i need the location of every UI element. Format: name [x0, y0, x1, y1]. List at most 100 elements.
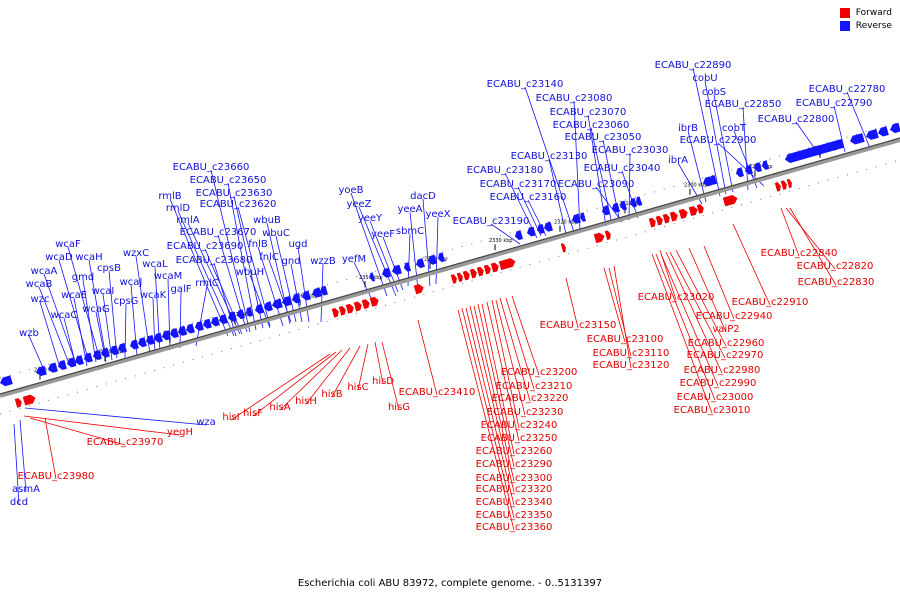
forward-gene-arrow[interactable] — [369, 296, 380, 307]
forward-gene-arrow[interactable] — [593, 232, 606, 244]
gene-label[interactable]: ECABU_c22980 — [684, 365, 761, 376]
gene-label[interactable]: wcaB — [26, 279, 53, 290]
gene-label[interactable]: ECABU_c23020 — [638, 292, 715, 303]
gene-label[interactable]: wcaG — [82, 304, 110, 315]
gene-label[interactable]: ECABU_c22820 — [797, 261, 874, 272]
gene-label[interactable]: ugd — [288, 239, 307, 250]
forward-gene-arrow[interactable] — [696, 203, 705, 214]
gene-label[interactable]: cpsB — [97, 263, 121, 274]
forward-gene-arrow[interactable] — [450, 274, 458, 284]
reverse-gene-arrow[interactable] — [0, 375, 13, 387]
forward-gene-arrow[interactable] — [688, 205, 699, 217]
gene-label[interactable]: yeeZ — [346, 199, 371, 210]
gene-label[interactable]: wza — [196, 417, 216, 428]
reverse-gene-arrow[interactable] — [619, 200, 628, 211]
forward-gene-arrow[interactable] — [780, 180, 788, 190]
gene-label[interactable]: fnlC — [259, 252, 279, 263]
gene-label[interactable]: ECABU_c22990 — [680, 378, 757, 389]
gene-label[interactable]: ECABU_c23210 — [496, 381, 573, 392]
reverse-gene-arrow[interactable] — [319, 285, 328, 297]
reverse-gene-arrow[interactable] — [153, 332, 163, 344]
gene-label[interactable]: yeeA — [397, 204, 422, 215]
reverse-gene-arrow[interactable] — [735, 167, 744, 178]
reverse-gene-arrow[interactable] — [629, 197, 638, 208]
gene-label[interactable]: ECABU_c23300 — [476, 473, 553, 484]
forward-gene-arrow[interactable] — [560, 243, 567, 253]
gene-label[interactable]: ECABU_c23010 — [674, 405, 751, 416]
gene-label[interactable]: ECABU_c23190 — [453, 216, 530, 227]
reverse-gene-arrow[interactable] — [702, 176, 713, 187]
gene-label[interactable]: wzzB — [310, 256, 336, 267]
reverse-gene-arrow[interactable] — [391, 264, 402, 276]
gene-label[interactable]: rmlB — [158, 191, 181, 202]
forward-gene-arrow[interactable] — [604, 230, 612, 240]
reverse-gene-arrow[interactable] — [784, 138, 844, 164]
gene-label[interactable]: wzc — [31, 294, 50, 305]
reverse-gene-arrow[interactable] — [415, 258, 425, 269]
reverse-gene-arrow[interactable] — [117, 342, 127, 354]
gene-label[interactable]: ECABU_c23230 — [487, 407, 564, 418]
reverse-gene-arrow[interactable] — [218, 314, 228, 325]
reverse-gene-arrow[interactable] — [369, 272, 376, 282]
reverse-gene-arrow[interactable] — [865, 129, 879, 141]
gene-label[interactable]: ECABU_c22800 — [758, 114, 835, 125]
forward-gene-arrow[interactable] — [353, 301, 363, 312]
reverse-gene-arrow[interactable] — [100, 347, 110, 359]
reverse-gene-arrow[interactable] — [601, 205, 610, 217]
gene-label[interactable]: yeeX — [425, 209, 450, 220]
forward-gene-arrow[interactable] — [469, 268, 478, 279]
reverse-gene-arrow[interactable] — [210, 316, 220, 327]
gene-label[interactable]: yeeY — [358, 213, 383, 224]
reverse-gene-arrow[interactable] — [137, 337, 147, 348]
forward-gene-arrow[interactable] — [648, 217, 657, 228]
gene-label[interactable]: yegH — [167, 427, 193, 438]
gene-label[interactable]: ECABU_c23160 — [490, 192, 567, 203]
reverse-gene-arrow[interactable] — [145, 334, 155, 346]
gene-label[interactable]: dcd — [10, 497, 28, 508]
gene-label[interactable]: ECABU_c23970 — [87, 437, 164, 448]
reverse-gene-arrow[interactable] — [877, 126, 889, 137]
reverse-gene-arrow[interactable] — [753, 162, 762, 173]
gene-label[interactable]: ECABU_c23350 — [476, 510, 553, 521]
forward-gene-arrow[interactable] — [456, 272, 464, 283]
gene-label[interactable]: cpsG — [114, 296, 139, 307]
forward-gene-arrow[interactable] — [331, 307, 340, 318]
forward-gene-arrow[interactable] — [361, 299, 371, 310]
forward-gene-arrow[interactable] — [722, 194, 739, 207]
gene-label[interactable]: dacD — [410, 191, 436, 202]
gene-label[interactable]: hisB — [321, 389, 342, 400]
reverse-gene-arrow[interactable] — [709, 175, 718, 185]
gene-label[interactable]: ECABU_c22780 — [809, 84, 886, 95]
gene-label[interactable]: gmd — [72, 272, 94, 283]
forward-gene-arrow[interactable] — [669, 211, 679, 222]
gene-label[interactable]: ECABU_c23660 — [173, 162, 250, 173]
reverse-gene-arrow[interactable] — [761, 160, 770, 170]
reverse-gene-arrow[interactable] — [47, 362, 58, 374]
gene-label[interactable]: wbuC — [262, 228, 290, 239]
gene-label[interactable]: ECABU_c23220 — [492, 393, 569, 404]
gene-label[interactable]: ECABU_c22830 — [798, 277, 875, 288]
gene-label[interactable]: ECABU_c23670 — [180, 227, 257, 238]
reverse-gene-arrow[interactable] — [202, 318, 212, 330]
gene-label[interactable]: hisI — [222, 412, 239, 423]
gene-label[interactable]: hisH — [295, 396, 317, 407]
gene-label[interactable]: wzxC — [123, 248, 149, 259]
gene-label[interactable]: ECABU_c23200 — [501, 367, 578, 378]
reverse-gene-arrow[interactable] — [227, 311, 237, 323]
gene-label[interactable]: wcaK — [140, 290, 167, 301]
gene-label[interactable]: vaiP2 — [712, 324, 739, 335]
gene-label[interactable]: wcaF — [55, 239, 81, 250]
gene-label[interactable]: hisG — [388, 402, 410, 413]
reverse-gene-arrow[interactable] — [849, 133, 865, 145]
gene-label[interactable]: ECABU_c22960 — [688, 338, 765, 349]
gene-label[interactable]: wcaI — [92, 286, 115, 297]
gene-label[interactable]: ibrB — [678, 123, 698, 134]
gene-label[interactable]: ECABU_c23040 — [584, 163, 661, 174]
forward-gene-arrow[interactable] — [483, 264, 492, 275]
gene-label[interactable]: ECABU_c23340 — [476, 497, 553, 508]
forward-gene-arrow[interactable] — [476, 266, 485, 277]
reverse-gene-arrow[interactable] — [66, 357, 76, 368]
gene-label[interactable]: ECABU_c23000 — [677, 392, 754, 403]
gene-label[interactable]: ECABU_c23650 — [190, 175, 267, 186]
reverse-gene-arrow[interactable] — [543, 221, 553, 233]
